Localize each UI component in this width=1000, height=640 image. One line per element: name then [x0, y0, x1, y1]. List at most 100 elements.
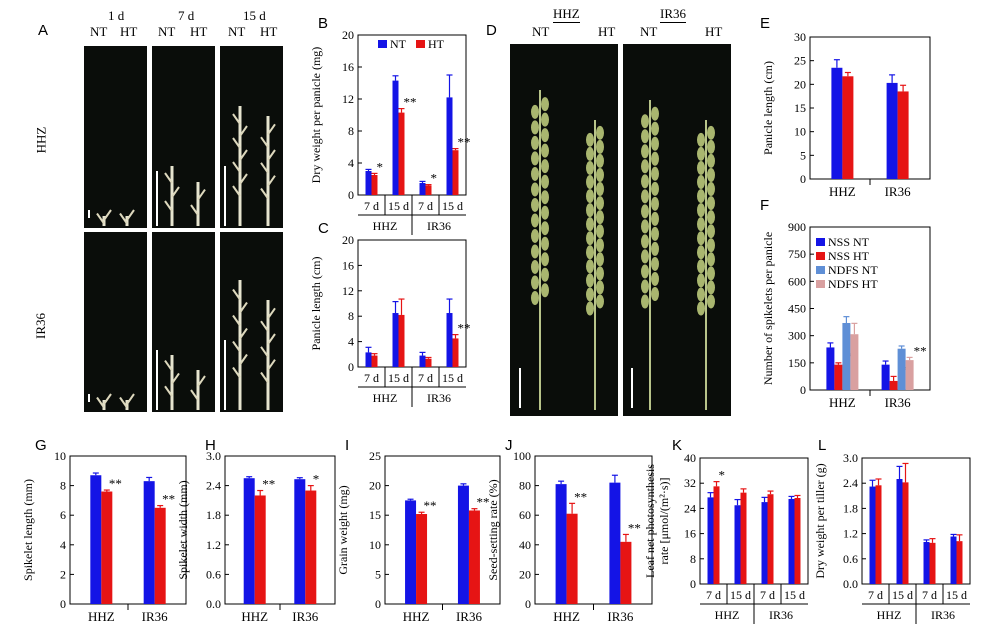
- d-variety-ir36: IR36: [660, 6, 686, 23]
- b-significance-1-3: **: [458, 135, 471, 150]
- g-bar-nt-0: [90, 475, 102, 604]
- c-bar-nt-1: [392, 313, 399, 367]
- b-group-label-1: IR36: [427, 219, 451, 233]
- e-bar-ht-0: [842, 76, 854, 179]
- l-ytick-label-2: 1.2: [843, 527, 858, 541]
- panicle-d-hhz-nt-grain-4: [531, 259, 539, 274]
- i-bar-ht-1: [468, 510, 480, 604]
- panicle-hhz-15d-nt-branch-3: [239, 149, 248, 161]
- panicle-hhz-7d-nt: [164, 166, 180, 226]
- sprout-ir36-1d-ht: [119, 393, 135, 410]
- panicle-d-hhz-nt-grain-7: [541, 236, 549, 251]
- f-legend-label-0: NSS NT: [828, 235, 870, 249]
- f-legend-label-1: NSS HT: [828, 249, 870, 263]
- panicle-hhz-7d-ht-branch-0: [190, 204, 199, 216]
- c-ytick-label-0: 0: [348, 360, 354, 374]
- k-xtick-label-1: 15 d: [730, 588, 751, 602]
- g-bar-ht-0: [101, 491, 113, 604]
- panicle-d-hhz-ht-grain-6: [586, 259, 594, 274]
- c-xtick-label-3: 15 d: [442, 371, 463, 385]
- l-xtick-label-1: 15 d: [892, 588, 913, 602]
- chart-e: E 0 5 10 15 20 25 30 Panicle length (cm) HHZ IR36: [760, 15, 931, 199]
- panel-label-k: K: [672, 437, 682, 454]
- panicle-d-hhz-ht-grain-1: [596, 294, 604, 309]
- f-ytick-label-3: 450: [788, 302, 806, 316]
- b-legend-swatch-1: [416, 40, 425, 48]
- panicle-d-hhz-nt-grain-17: [541, 159, 549, 174]
- h-ytick-label-1: 0.6: [206, 567, 221, 581]
- l-bar-nt-1: [896, 479, 903, 584]
- k-bar-ht-3: [794, 498, 801, 584]
- d-nt-2: NT: [640, 24, 658, 39]
- h-ylabel: Spikelet width (mm): [176, 480, 190, 579]
- k-bar-ht-2: [767, 494, 774, 584]
- f-legend-swatch-0: [816, 238, 825, 246]
- panicle-ir36-15d-nt: [232, 280, 248, 410]
- b-legend-label-1: HT: [428, 37, 445, 51]
- a-ht-1: HT: [120, 24, 138, 39]
- e-ytick-label-4: 20: [794, 77, 806, 91]
- panicle-d-ir36-nt-grain-5: [651, 256, 659, 271]
- h-ytick-label-3: 1.8: [206, 508, 221, 522]
- h-bar-nt-1: [294, 479, 306, 604]
- f-legend-swatch-1: [816, 252, 825, 260]
- panicle-d-hhz-ht-grain-16: [586, 189, 594, 204]
- panicle-hhz-15d-ht-branch-2: [260, 162, 269, 174]
- g-xtick-label-1: IR36: [142, 609, 169, 624]
- k-group-label-1: IR36: [769, 608, 793, 622]
- j-ytick-label-1: 20: [519, 567, 531, 581]
- panicle-ir36-15d-nt-branch-3: [239, 327, 248, 340]
- c-bar-ht-3: [452, 338, 459, 367]
- j-bar-nt-1: [609, 482, 621, 604]
- l-group-label-0: HHZ: [877, 608, 902, 622]
- g-significance-1-0: **: [109, 476, 122, 491]
- b-bar-ht-0: [371, 175, 378, 195]
- k-ytick-label-1: 8: [690, 552, 696, 566]
- c-bar-ht-1: [398, 314, 405, 367]
- panicle-d-ir36-nt-grain-7: [651, 241, 659, 256]
- panel-label-b: B: [318, 15, 328, 32]
- panicle-d-ir36-ht-grain-22: [697, 146, 705, 161]
- b-xtick-label-0: 7 d: [364, 199, 379, 213]
- panicle-d-ir36-ht-grain-8: [697, 245, 705, 260]
- l-ytick-label-0: 0.0: [843, 577, 858, 591]
- d-nt-1: NT: [532, 24, 550, 39]
- e-ytick-label-1: 5: [800, 148, 806, 162]
- l-bar-nt-3: [950, 536, 957, 584]
- j-significance-1-0: **: [574, 489, 587, 504]
- panel-label-l: L: [818, 437, 826, 454]
- panicle-d-ir36-nt-grain-18: [641, 159, 649, 174]
- e-ytick-label-3: 15: [794, 101, 806, 115]
- panicle-d-ir36-ht-grain-3: [707, 280, 715, 295]
- panicle-d-hhz-nt-grain-25: [541, 97, 549, 112]
- sprout-ir36-1d-ht-branch-1: [126, 393, 135, 405]
- e-bar-ht-1: [897, 91, 909, 179]
- j-bar-ht-0: [566, 513, 578, 604]
- panicle-d-ir36-ht-grain-20: [697, 160, 705, 175]
- panicle-ir36-15d-ht-branch-3: [267, 333, 276, 345]
- i-ytick-label-3: 15: [369, 508, 381, 522]
- c-ytick-label-1: 4: [348, 335, 354, 349]
- d-ht-1: HT: [598, 24, 616, 39]
- i-significance-1-0: **: [424, 498, 437, 513]
- sprout-hhz-1d-ht-branch-0: [119, 212, 128, 225]
- panicle-d-ir36-nt-grain-25: [651, 106, 659, 121]
- a-ht-3: HT: [260, 24, 278, 39]
- l-bar-ht-2: [929, 542, 936, 584]
- panicle-d-ir36-nt-grain-14: [641, 189, 649, 204]
- c-bar-nt-3: [446, 313, 453, 367]
- panicle-d-hhz-ht-grain-0: [586, 301, 594, 316]
- j-ytick-label-5: 100: [513, 449, 531, 463]
- f-ylabel: Number of spikelets per panicle: [761, 232, 775, 385]
- l-ytick-label-3: 1.8: [843, 501, 858, 515]
- photo-ir36-1d: [84, 232, 147, 412]
- chart-l: L 0.0 0.6 1.2 1.8 2.4 3.0 Dry weight per tiller…: [813, 437, 971, 624]
- panicle-ir36-15d-nt-branch-5: [239, 301, 248, 314]
- b-legend-swatch-0: [378, 40, 387, 48]
- panicle-d-ir36-ht-grain-14: [697, 203, 705, 218]
- chart-f: F 0 150 300 450 600 750 900 Number of spikelets …: [760, 197, 931, 410]
- panicle-d-ir36-ht-grain-11: [707, 224, 715, 239]
- panicle-d-hhz-ht: [586, 120, 604, 410]
